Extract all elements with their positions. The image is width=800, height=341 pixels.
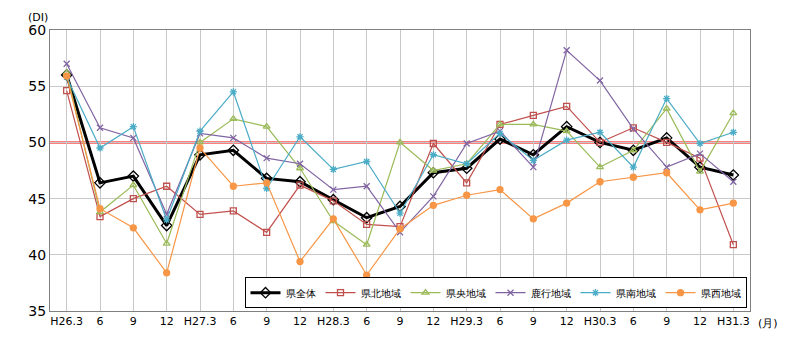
svg-text:6: 6 <box>363 315 370 328</box>
svg-text:35: 35 <box>28 303 46 319</box>
svg-text:9: 9 <box>530 315 537 328</box>
svg-text:12: 12 <box>560 315 574 328</box>
svg-text:6: 6 <box>497 315 504 328</box>
svg-text:H27.3: H27.3 <box>184 315 217 328</box>
svg-text:55: 55 <box>28 78 46 94</box>
svg-text:45: 45 <box>28 191 46 207</box>
svg-text:(DI): (DI) <box>28 11 48 24</box>
svg-text:(月): (月) <box>758 317 778 330</box>
svg-text:県西地域: 県西地域 <box>701 288 741 299</box>
svg-text:12: 12 <box>426 315 440 328</box>
svg-text:9: 9 <box>663 315 670 328</box>
svg-text:9: 9 <box>397 315 404 328</box>
svg-text:9: 9 <box>263 315 270 328</box>
svg-text:H30.3: H30.3 <box>584 315 617 328</box>
svg-text:50: 50 <box>28 134 46 150</box>
svg-text:H28.3: H28.3 <box>317 315 350 328</box>
svg-text:6: 6 <box>630 315 637 328</box>
svg-text:県全体: 県全体 <box>286 288 316 299</box>
svg-text:12: 12 <box>693 315 707 328</box>
svg-text:6: 6 <box>97 315 104 328</box>
svg-text:H29.3: H29.3 <box>450 315 483 328</box>
svg-text:12: 12 <box>293 315 307 328</box>
svg-text:60: 60 <box>28 22 46 38</box>
svg-text:6: 6 <box>230 315 237 328</box>
svg-text:県南地域: 県南地域 <box>616 288 656 299</box>
svg-text:40: 40 <box>28 247 46 263</box>
svg-text:H31.3: H31.3 <box>717 315 750 328</box>
svg-text:9: 9 <box>130 315 137 328</box>
svg-text:H26.3: H26.3 <box>50 315 83 328</box>
svg-text:鹿行地域: 鹿行地域 <box>531 288 571 299</box>
svg-text:県央地域: 県央地域 <box>446 288 486 299</box>
svg-text:12: 12 <box>160 315 174 328</box>
svg-text:県北地域: 県北地域 <box>361 288 401 299</box>
